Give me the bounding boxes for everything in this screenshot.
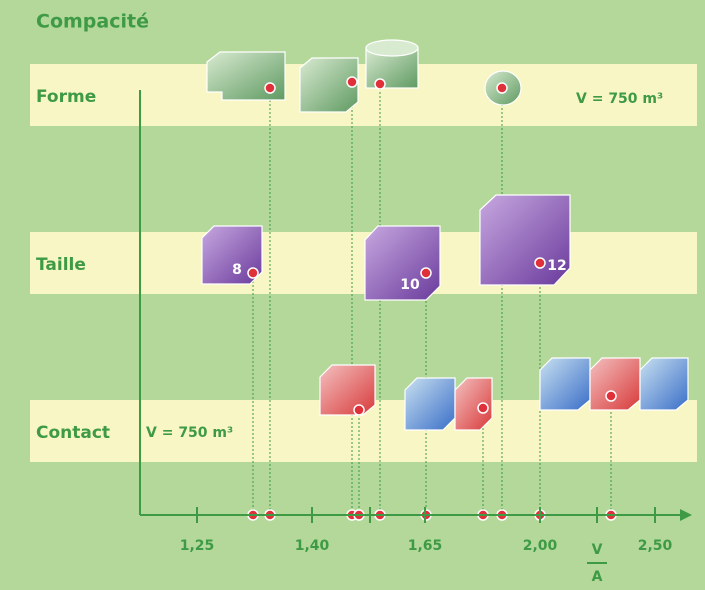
tick-label: 1,40 [295, 538, 330, 554]
axis-label: V [592, 542, 603, 558]
tick-label: 1,65 [408, 538, 443, 554]
tick-label: 2,00 [523, 538, 558, 554]
cube-label: 8 [232, 262, 242, 278]
tick-label: 2,50 [638, 538, 673, 554]
axis-label: A [592, 569, 603, 585]
cube-label: 12 [547, 258, 566, 274]
annotation: V = 750 m³ [146, 425, 233, 441]
row-label: Contact [36, 423, 110, 443]
shapes [201, 39, 689, 431]
cube-label: 10 [400, 277, 420, 293]
row-label: Forme [36, 87, 96, 107]
band [30, 232, 697, 294]
axis [139, 90, 692, 564]
band [30, 64, 697, 126]
annotation: V = 750 m³ [576, 91, 663, 107]
row-label: Taille [36, 255, 86, 275]
tick-label: 1,25 [180, 538, 215, 554]
title: Compacité [36, 11, 149, 33]
